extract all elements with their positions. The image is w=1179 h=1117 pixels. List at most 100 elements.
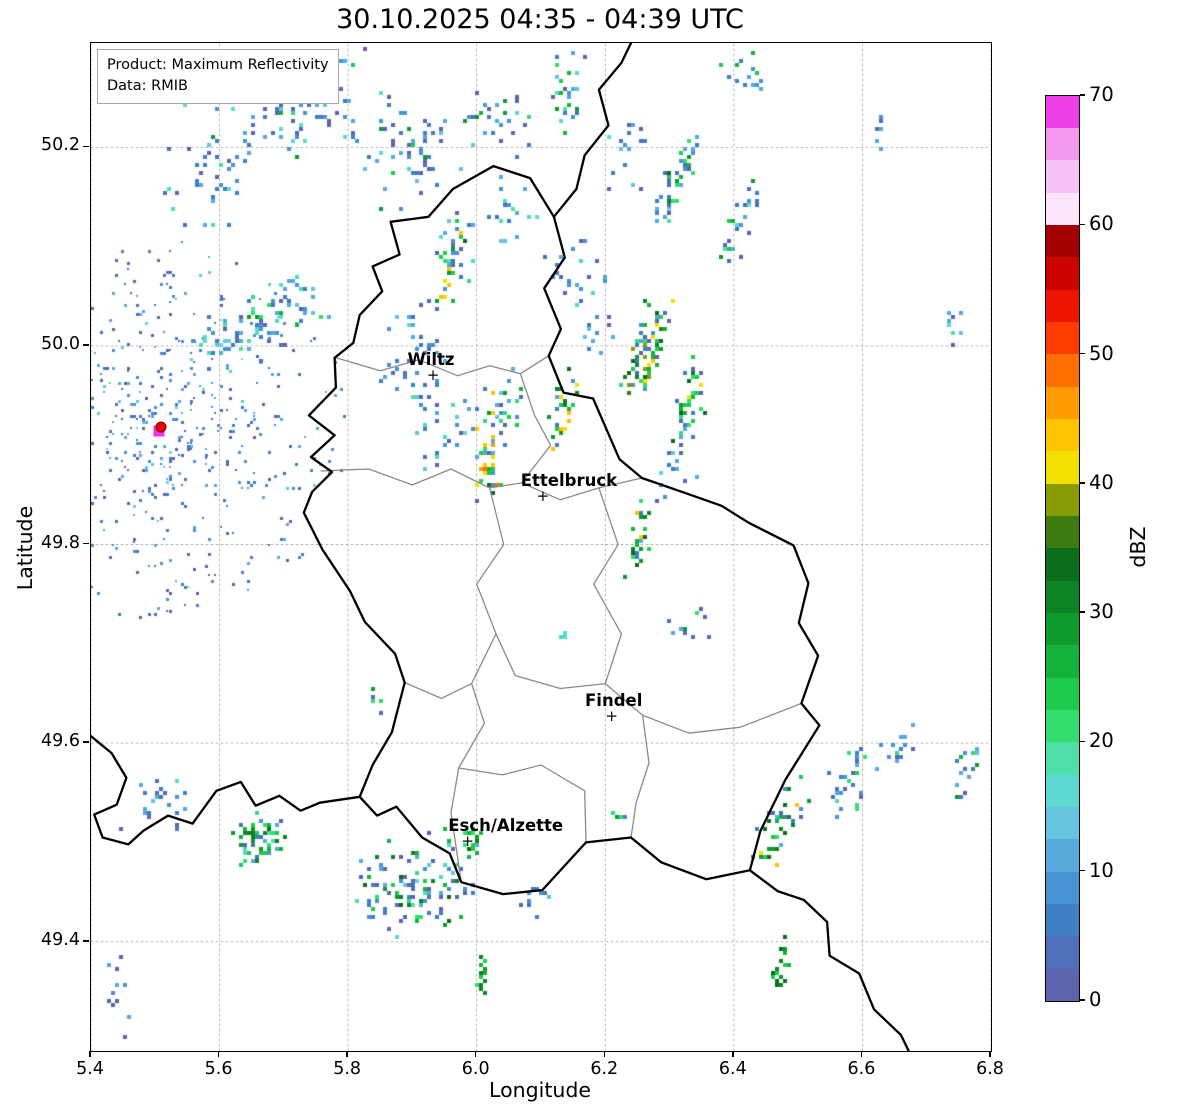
figure-title: 30.10.2025 04:35 - 04:39 UTC [336,4,744,35]
map-plot-area: + Wiltz + Ettelbruck + Findel + Esch/Alzette [90,42,992,1052]
colorbar-band [1046,128,1079,161]
region-border-path [593,487,650,839]
colorbar-band [1046,807,1079,840]
colorbar-tick-label: 50 [1089,341,1114,365]
region-border-path [458,764,587,844]
city-label: Ettelbruck [520,470,618,490]
region-border-path [519,373,552,484]
colorbar-band [1046,516,1079,549]
x-tick-label: 5.6 [204,1059,233,1079]
x-tick-mark [474,1051,477,1057]
colorbar-tick-label: 60 [1089,212,1114,236]
colorbar-band [1046,904,1079,937]
city-label: Findel [585,691,643,711]
y-tick-mark [83,344,89,346]
annotation-product-line: Product: Maximum Reflectivity [107,57,329,73]
x-tick-mark [346,1051,348,1057]
y-tick-label: 49.6 [41,731,80,752]
x-axis-label: Longitude [489,1078,591,1102]
y-tick-mark [83,741,89,743]
city-marker-cross: + [536,487,550,506]
colorbar-band [1046,968,1079,1001]
x-tick-label: 6.6 [847,1059,876,1079]
colorbar-tick-label: 10 [1089,858,1114,882]
colorbar-tick-label: 30 [1089,600,1114,624]
x-tick-mark [89,1051,91,1057]
colorbar-band [1046,742,1079,775]
colorbar-band [1046,451,1079,484]
radar-site-marker [155,421,167,433]
annotation-data-line: Data: RMIB [107,78,188,95]
city-label: Esch/Alzette [448,816,564,836]
country-border-path [302,164,821,896]
y-tick-mark [83,145,89,148]
colorbar-tick-mark [1080,223,1085,226]
y-tick-mark [83,542,89,545]
colorbar-tick-mark [1080,482,1085,484]
city-marker-cross: + [461,832,474,851]
colorbar-band [1046,645,1079,678]
colorbar-tick-mark [1080,94,1085,96]
x-tick-label: 5.4 [76,1059,104,1079]
colorbar-band [1046,548,1079,581]
x-tick-label: 6.2 [590,1059,619,1079]
country-border-path [91,735,361,846]
x-tick-mark [217,1051,220,1057]
city-label: Wiltz [407,349,455,369]
radar-echo-canvas [91,43,991,1051]
colorbar-label: dBZ [1126,526,1150,568]
region-border-path [404,681,473,700]
colorbar-tick-mark [1080,611,1085,613]
city-marker-cross: + [605,707,618,726]
colorbar-tick-mark [1080,999,1085,1001]
colorbar-band [1046,774,1079,808]
country-border-path [748,869,910,1051]
colorbar-band [1046,160,1079,193]
y-tick-label: 50.0 [41,333,80,354]
colorbar-band [1046,354,1079,387]
map-borders [91,43,910,1051]
colorbar-band [1046,677,1079,711]
colorbar-band [1046,483,1079,517]
colorbar-band [1046,839,1079,872]
colorbar-band [1046,95,1079,129]
colorbar-band [1046,257,1079,290]
colorbar-band [1046,289,1079,323]
x-tick-mark [860,1051,863,1057]
colorbar [1045,95,1080,1002]
colorbar-band [1046,580,1079,614]
y-tick-label: 49.4 [41,929,80,950]
colorbar-band [1046,710,1079,743]
x-tick-label: 6.0 [461,1059,490,1079]
x-tick-label: 6.8 [976,1059,1004,1079]
colorbar-band [1046,613,1079,646]
region-border-path [641,702,803,734]
x-tick-mark [989,1051,991,1057]
colorbar-band [1046,871,1079,905]
colorbar-band [1046,225,1079,258]
y-tick-label: 50.2 [41,135,80,156]
colorbar-band [1046,936,1079,969]
colorbar-tick-mark [1080,352,1085,355]
colorbar-band [1046,419,1079,452]
colorbar-band [1046,322,1079,355]
city-marker-cross: + [426,365,440,384]
x-tick-mark [732,1051,734,1057]
colorbar-tick-mark [1080,740,1085,743]
y-tick-mark [83,940,89,942]
x-tick-label: 6.4 [718,1059,747,1079]
colorbar-tick-label: 40 [1089,470,1114,494]
colorbar-band [1046,386,1079,420]
y-tick-label: 49.8 [41,532,80,553]
country-border-path [552,43,633,218]
colorbar-tick-mark [1080,869,1085,872]
region-border-path [495,633,606,690]
x-tick-label: 5.8 [333,1059,362,1079]
colorbar-tick-label: 0 [1089,988,1102,1011]
colorbar-tick-label: 20 [1089,729,1114,753]
product-annotation-box: Product: Maximum Reflectivity Data: RMIB [97,49,339,105]
colorbar-tick-label: 70 [1089,83,1114,106]
colorbar-band [1046,192,1079,226]
x-tick-mark [603,1051,606,1057]
